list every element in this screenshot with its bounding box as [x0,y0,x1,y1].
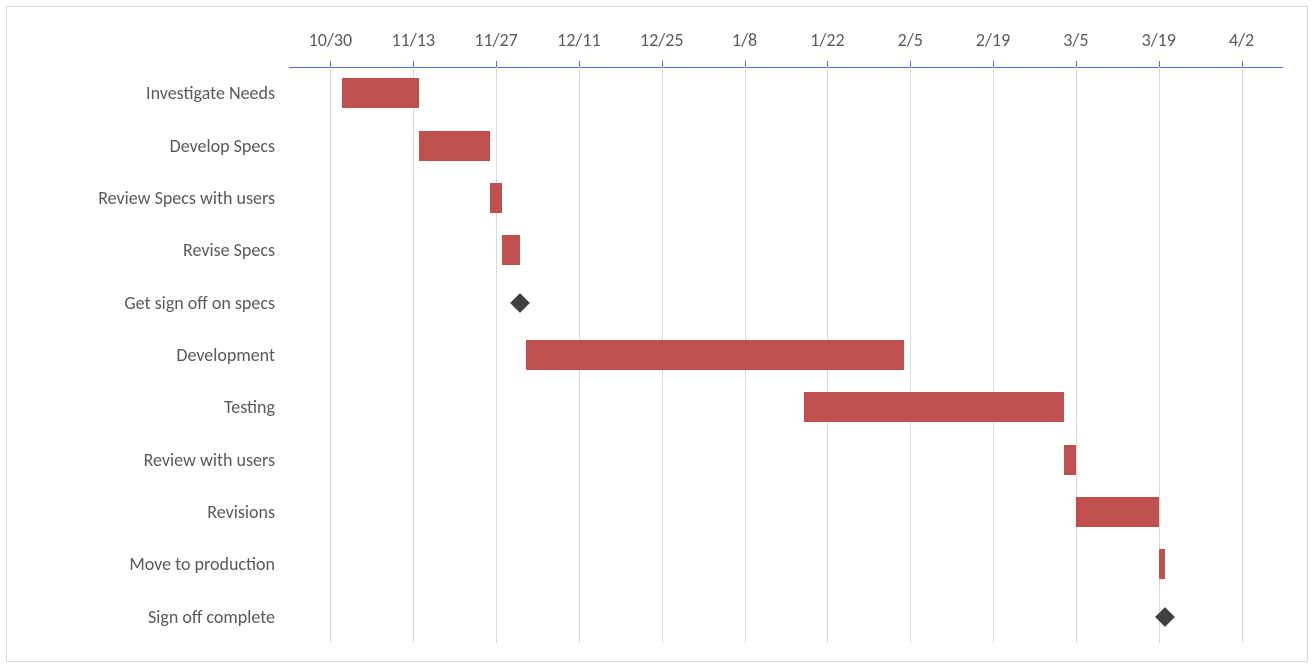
gridline [330,67,331,643]
x-axis: 10/30 11/13 11/27 12/11 12/25 1/8 1/22 2/5 2/19 3… [7,7,1307,57]
task-label: Review Specs with users [98,187,275,209]
x-axis-line [289,67,1283,68]
axis-tick [413,61,414,67]
axis-tick [579,61,580,67]
task-label: Development [176,344,275,366]
task-label: Revise Specs [183,239,275,261]
x-axis-label: 12/25 [640,29,683,51]
plot-area: Investigate NeedsDevelop SpecsReview Spe… [289,67,1283,643]
task-bar [1064,445,1076,475]
task-label: Develop Specs [170,135,275,157]
task-label: Testing [224,396,275,418]
gridline [993,67,994,643]
gridline [1076,67,1077,643]
task-bar [490,183,502,213]
task-bar [342,78,419,108]
milestone-diamond-icon [1155,607,1175,627]
x-axis-label: 2/5 [898,29,923,51]
gridline [496,67,497,643]
x-axis-label: 2/19 [976,29,1010,51]
task-label: Get sign off on specs [124,292,275,314]
task-bar [526,340,905,370]
x-axis-label: 11/13 [392,29,435,51]
milestone-diamond-icon [510,293,530,313]
task-bar [804,392,1064,422]
x-axis-label: 4/2 [1229,29,1254,51]
axis-tick [496,61,497,67]
gantt-chart: 10/30 11/13 11/27 12/11 12/25 1/8 1/22 2/5 2/19 3… [6,6,1308,662]
task-bar [1159,549,1165,579]
task-bar [419,131,490,161]
task-label: Investigate Needs [146,82,275,104]
x-axis-label: 3/19 [1142,29,1176,51]
gridline [413,67,414,643]
axis-tick [745,61,746,67]
x-axis-label: 11/27 [474,29,517,51]
axis-tick [910,61,911,67]
task-label: Move to production [129,553,275,575]
gridline [1242,67,1243,643]
x-axis-label: 1/22 [810,29,844,51]
axis-tick [662,61,663,67]
x-axis-label: 1/8 [732,29,757,51]
axis-tick [330,61,331,67]
axis-tick [1242,61,1243,67]
axis-tick [993,61,994,67]
task-bar [502,235,520,265]
axis-tick [1159,61,1160,67]
axis-tick [827,61,828,67]
axis-tick [1076,61,1077,67]
x-axis-label: 10/30 [309,29,352,51]
gridline [910,67,911,643]
task-label: Sign off complete [148,606,275,628]
x-axis-label: 3/5 [1063,29,1088,51]
task-bar [1076,497,1159,527]
task-label: Revisions [207,501,275,523]
task-label: Review with users [144,449,275,471]
x-axis-label: 12/11 [557,29,600,51]
